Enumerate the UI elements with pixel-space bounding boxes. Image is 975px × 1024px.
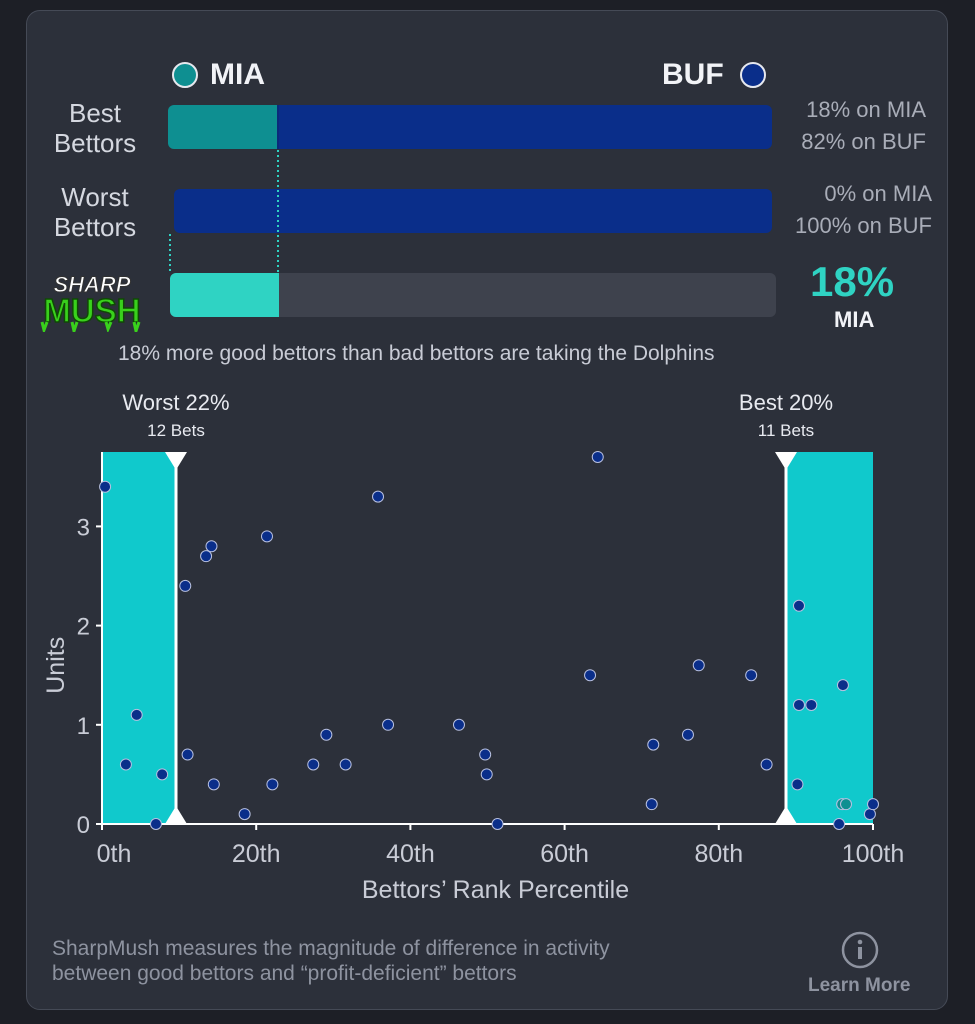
worst-region: [102, 452, 176, 824]
data-point[interactable]: [149, 818, 162, 830]
worst-bottom-marker: [165, 806, 187, 824]
data-point[interactable]: [205, 540, 218, 553]
data-point[interactable]: [207, 778, 220, 791]
data-point[interactable]: [99, 480, 112, 493]
data-point[interactable]: [645, 798, 658, 811]
x-tick-label: 60th: [540, 840, 589, 868]
scatter-chart: Worst 22% 12 Bets Best 20% 11 Bets 0 1 2 3 0th 20…: [42, 390, 905, 904]
data-point[interactable]: [130, 708, 143, 721]
data-point[interactable]: [260, 530, 273, 543]
data-point[interactable]: [792, 599, 805, 612]
logo-line2: MUSH: [43, 292, 140, 329]
data-point[interactable]: [491, 818, 504, 830]
team-a-dot: [172, 62, 198, 88]
x-tick-label: 100th: [842, 840, 905, 868]
sharpmush-fill: [170, 273, 280, 317]
info-icon[interactable]: [840, 930, 882, 972]
worst-bettors-bar: [174, 189, 772, 233]
best-top-marker: [775, 452, 797, 470]
data-point[interactable]: [307, 758, 320, 771]
worst-mia-pct: 0% on MIA: [824, 181, 932, 206]
data-point[interactable]: [833, 818, 846, 830]
data-point[interactable]: [200, 550, 213, 563]
data-point[interactable]: [840, 798, 853, 811]
data-point[interactable]: [805, 698, 818, 711]
x-tick-label: 80th: [694, 840, 743, 868]
data-point[interactable]: [863, 808, 876, 821]
data-point[interactable]: [591, 450, 604, 463]
data-point[interactable]: [584, 669, 597, 682]
data-point[interactable]: [480, 768, 493, 781]
best-bettors-buf-segment: [276, 105, 772, 149]
sharpmush-bar: [170, 273, 776, 317]
best-bettors-mia-segment: [168, 105, 277, 149]
footer-line2: between good bettors and “profit-deficie…: [52, 962, 517, 985]
sharpmush-value: 18%: [810, 258, 895, 305]
x-tick-label: 20th: [232, 840, 281, 868]
worst-bettors-percentages: 0% on MIA 100% on BUF: [770, 178, 932, 242]
data-point[interactable]: [179, 579, 192, 592]
best-mia-pct: 18% on MIA: [806, 97, 926, 122]
y-tick-label: 0: [77, 812, 90, 839]
sharpmush-summary: 18% more good bettors than bad bettors a…: [118, 342, 715, 365]
y-tick-label: 2: [77, 614, 90, 641]
footer-description: SharpMush measures the magnitude of diff…: [52, 936, 610, 986]
data-point[interactable]: [745, 669, 758, 682]
y-axis-label: Units: [42, 637, 70, 694]
worst-buf-pct: 100% on BUF: [795, 213, 932, 238]
learn-more-link[interactable]: Learn More: [808, 975, 911, 996]
worst-region-sublabel: 12 Bets: [147, 421, 205, 440]
data-point[interactable]: [479, 748, 492, 761]
logo-line1: SHARP: [53, 272, 130, 297]
worst-bettors-label: Worst Bettors: [53, 182, 137, 242]
x-tick-label: 40th: [386, 840, 435, 868]
team-b-dot: [740, 62, 766, 88]
data-point[interactable]: [647, 738, 660, 751]
data-point[interactable]: [382, 718, 395, 731]
best-region: [786, 452, 873, 824]
data-point[interactable]: [266, 778, 279, 791]
worst-region-label: Worst 22%: [122, 390, 229, 415]
x-axis-label: Bettors’ Rank Percentile: [362, 876, 629, 904]
data-point[interactable]: [339, 758, 352, 771]
data-point[interactable]: [692, 659, 705, 672]
data-point[interactable]: [867, 798, 879, 811]
best-bettors-bar: [168, 105, 772, 149]
y-tick-label: 3: [77, 514, 90, 541]
sharpmush-team: MIA: [834, 307, 875, 332]
data-point[interactable]: [836, 679, 849, 692]
team-b-name: BUF: [662, 58, 724, 91]
sharpmush-logo: SHARP MUSH: [40, 272, 141, 332]
data-point[interactable]: [792, 698, 805, 711]
best-region-sublabel: 11 Bets: [758, 421, 814, 440]
data-point[interactable]: [119, 758, 132, 771]
logo-drips: [40, 321, 141, 332]
x-tick-label: 0th: [97, 840, 132, 868]
best-bottom-marker: [775, 806, 797, 824]
data-point[interactable]: [681, 728, 694, 741]
connector-lines: [169, 150, 279, 272]
team-a-name: MIA: [210, 58, 265, 91]
data-point[interactable]: [156, 768, 169, 781]
best-buf-pct: 82% on BUF: [801, 129, 926, 154]
data-point[interactable]: [181, 748, 194, 761]
data-point[interactable]: [791, 778, 804, 791]
y-tick-label: 1: [77, 713, 90, 740]
best-region-label: Best 20%: [739, 390, 833, 415]
best-bettors-percentages: 18% on MIA 82% on BUF: [770, 94, 926, 158]
data-point[interactable]: [238, 808, 251, 821]
footer-line1: SharpMush measures the magnitude of diff…: [52, 937, 610, 960]
data-point[interactable]: [760, 758, 773, 771]
best-bettors-label: Best Bettors: [53, 98, 137, 158]
data-point[interactable]: [452, 718, 465, 731]
data-point[interactable]: [320, 728, 333, 741]
data-point[interactable]: [372, 490, 385, 503]
worst-top-marker: [165, 452, 187, 470]
worst-bettors-buf-segment: [174, 189, 772, 233]
